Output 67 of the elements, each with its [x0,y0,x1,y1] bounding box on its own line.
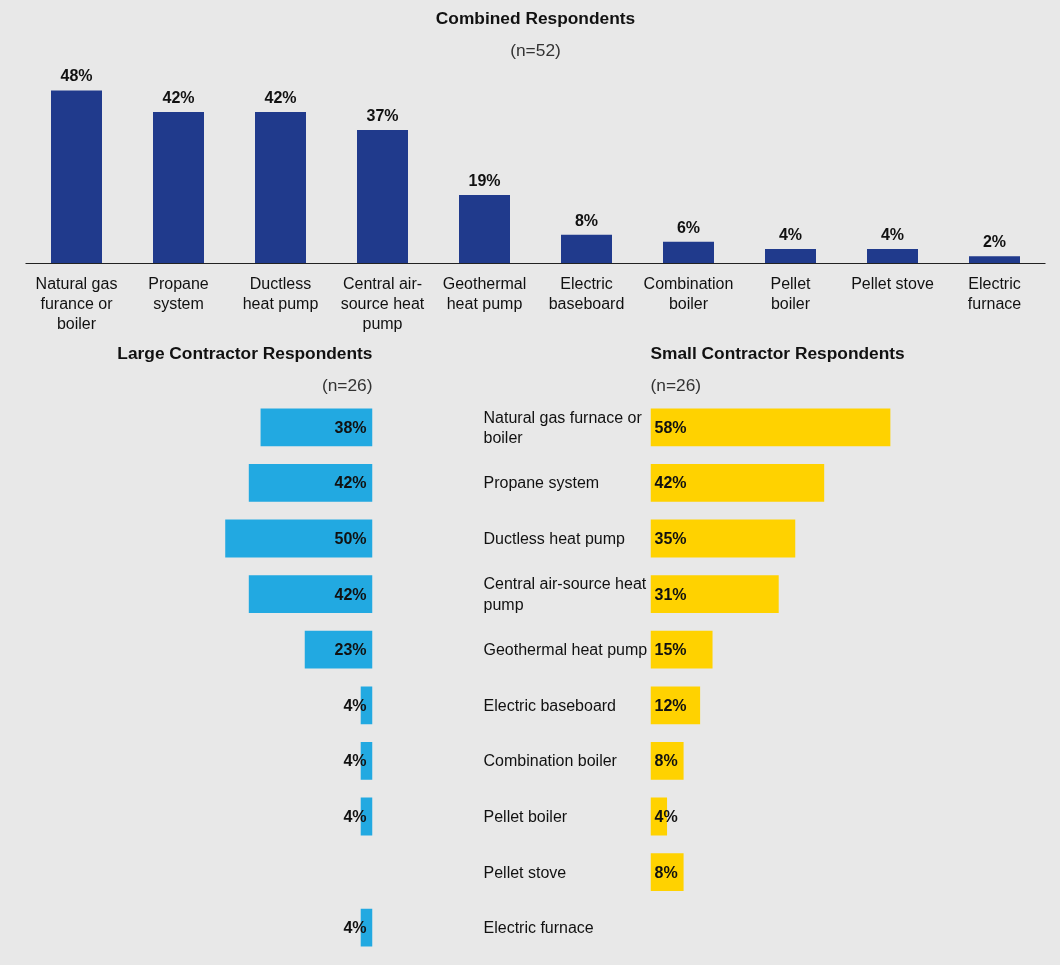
y-tick-label: Ductless heat pump [483,530,626,547]
data-label: 15% [654,641,687,659]
chart-subtitle: (n=26) [321,374,373,395]
data-label: 12% [654,696,687,714]
data-label: 58% [654,418,687,436]
x-tick-label: Electric furnace [967,274,1022,312]
y-tick-label: Combination boiler [483,752,618,770]
data-label: 38% [334,418,367,436]
data-label: 50% [334,530,367,547]
bar [153,112,204,264]
data-label: 19% [468,172,501,189]
data-label: 8% [574,211,599,229]
data-label: 35% [654,530,687,547]
data-label: 37% [366,107,399,125]
bar [225,519,373,558]
data-label: 42% [162,89,195,107]
x-tick-label: Pellet stove [851,274,934,292]
y-tick-label: Geothermal heat pump [483,641,648,659]
chart-subtitle: (n=52) [510,39,561,60]
bar [867,249,918,264]
bar [260,408,373,447]
data-label: 42% [334,474,367,492]
bar [650,408,891,447]
x-tick-label: Central air-source heat pump [340,274,425,333]
bar [650,519,796,558]
data-label: 48% [60,67,93,85]
bar [357,130,408,264]
bar [969,256,1020,264]
y-tick-label: Electric baseboard [483,696,617,714]
y-tick-label: Electric furnace [483,919,594,937]
data-label: 8% [654,752,678,770]
x-tick-label: Geothermal heat pump [442,274,527,312]
chart-title: Combined Respondents [435,7,636,28]
data-label: 4% [880,226,905,244]
bar [650,630,713,669]
bar [51,90,102,264]
data-label: 42% [264,89,297,107]
chart-title: Small Contractor Respondents [650,342,905,363]
bar [650,575,779,613]
data-label: 8% [654,863,678,881]
x-tick-label: Combination boiler [643,274,734,312]
data-label: 42% [654,474,687,492]
bar [663,241,714,264]
bar [650,464,825,502]
y-tick-label: Natural gas furnace or boiler [483,408,643,446]
x-tick-label: Ductless heat pump [242,274,319,312]
bar [248,464,373,502]
data-label: 4% [778,226,803,244]
chart-title: Large Contractor Respondents [117,342,373,363]
x-tick-label: Pellet boiler [770,274,812,312]
y-tick-label: Pellet stove [483,863,567,881]
y-tick-label: Propane system [483,474,600,492]
y-tick-label: Central air-source heat pump [483,575,647,613]
data-label: 42% [334,585,367,603]
bar [765,249,816,264]
data-label: 6% [676,218,701,236]
bar [459,195,510,264]
bar [561,234,612,264]
bar [248,575,373,613]
bar [255,112,306,264]
x-tick-label: Natural gas furance or boiler [35,274,118,333]
data-label: 31% [654,585,687,603]
data-label: 2% [982,233,1007,251]
data-label: 23% [334,641,367,659]
chart-subtitle: (n=26) [650,374,702,395]
x-tick-label: Propane system [148,274,209,312]
y-tick-label: Pellet boiler [483,808,568,825]
